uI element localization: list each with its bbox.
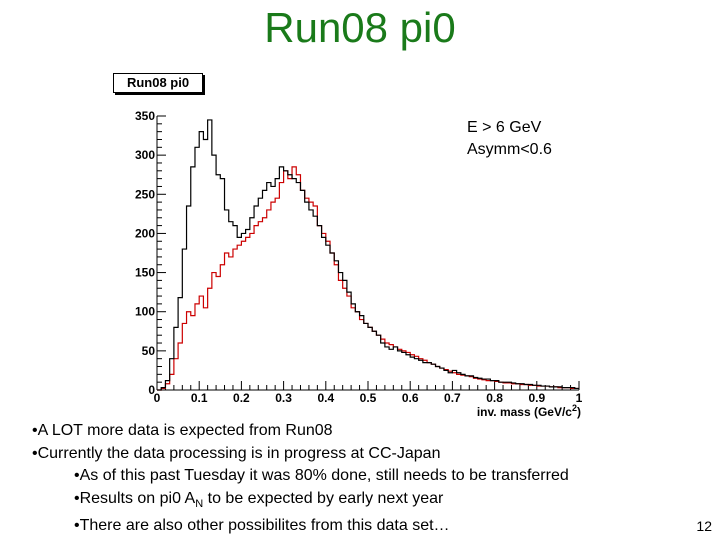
x-tick-label: 0.9 <box>528 391 545 405</box>
x-tick-label: 1 <box>576 391 583 405</box>
x-tick-label: 0.1 <box>191 391 208 405</box>
bullet-list: •A LOT more data is expected from Run08 … <box>32 420 569 538</box>
x-tick-label: 0.7 <box>444 391 461 405</box>
page-number: 12 <box>696 518 712 534</box>
histogram-title-box: Run08 pi0 <box>113 73 203 93</box>
bullet-subitem: •As of this past Tuesday it was 80% done… <box>74 467 569 484</box>
x-tick-label: 0 <box>154 391 161 405</box>
labels-layer: 0 0.1 0.2 0.3 0.4 0.5 0.6 0.7 0.8 0.9 1 0 50 100 150 20… <box>135 109 583 419</box>
histogram-svg: 0 0.1 0.2 0.3 0.4 0.5 0.6 0.7 0.8 0.9 1 0 50 100 150 20… <box>135 109 583 419</box>
bullet-an-post: to be expected by early next year <box>203 489 444 507</box>
bullet-an-subscript: N <box>195 497 204 510</box>
x-tick-label: 0.8 <box>486 391 503 405</box>
slide-title: Run08 pi0 <box>264 4 456 51</box>
x-tick-label: 0.5 <box>360 391 377 405</box>
bullet-subitem-an: •Results on pi0 AN to be expected by ear… <box>32 488 569 516</box>
axes <box>156 115 580 391</box>
bullet-an-pre: •Results on pi0 A <box>74 489 196 507</box>
y-tick-label: 0 <box>148 383 155 397</box>
y-tick-label: 350 <box>135 109 155 123</box>
x-axis-label: inv. mass (GeV/c2) <box>477 403 581 419</box>
asymmetry-cut-annotation: Asymm<0.6 <box>467 141 552 158</box>
y-tick-label: 250 <box>135 187 155 201</box>
y-tick-label: 300 <box>135 148 155 162</box>
series-layer <box>157 119 579 391</box>
red-histogram-series <box>157 166 579 391</box>
y-tick-label: 50 <box>142 344 156 358</box>
y-tick-label: 150 <box>135 266 155 280</box>
x-tick-label: 0.2 <box>233 391 250 405</box>
bullet-item: •A LOT more data is expected from Run08 <box>32 422 333 439</box>
energy-cut-annotation: E > 6 GeV <box>467 119 542 136</box>
y-tick-label: 200 <box>135 226 155 240</box>
x-tick-label: 0.3 <box>275 391 292 405</box>
bullet-subitem: •There are also other possibilites from … <box>74 517 450 535</box>
y-tick-label: 100 <box>135 305 155 319</box>
black-histogram-series <box>157 119 579 391</box>
histogram-plot: 0 0.1 0.2 0.3 0.4 0.5 0.6 0.7 0.8 0.9 1 0 50 100 150 20… <box>113 72 585 422</box>
bullet-item: •Currently the data processing is in pro… <box>32 444 441 462</box>
x-tick-label: 0.4 <box>317 391 334 405</box>
x-tick-label: 0.6 <box>402 391 419 405</box>
